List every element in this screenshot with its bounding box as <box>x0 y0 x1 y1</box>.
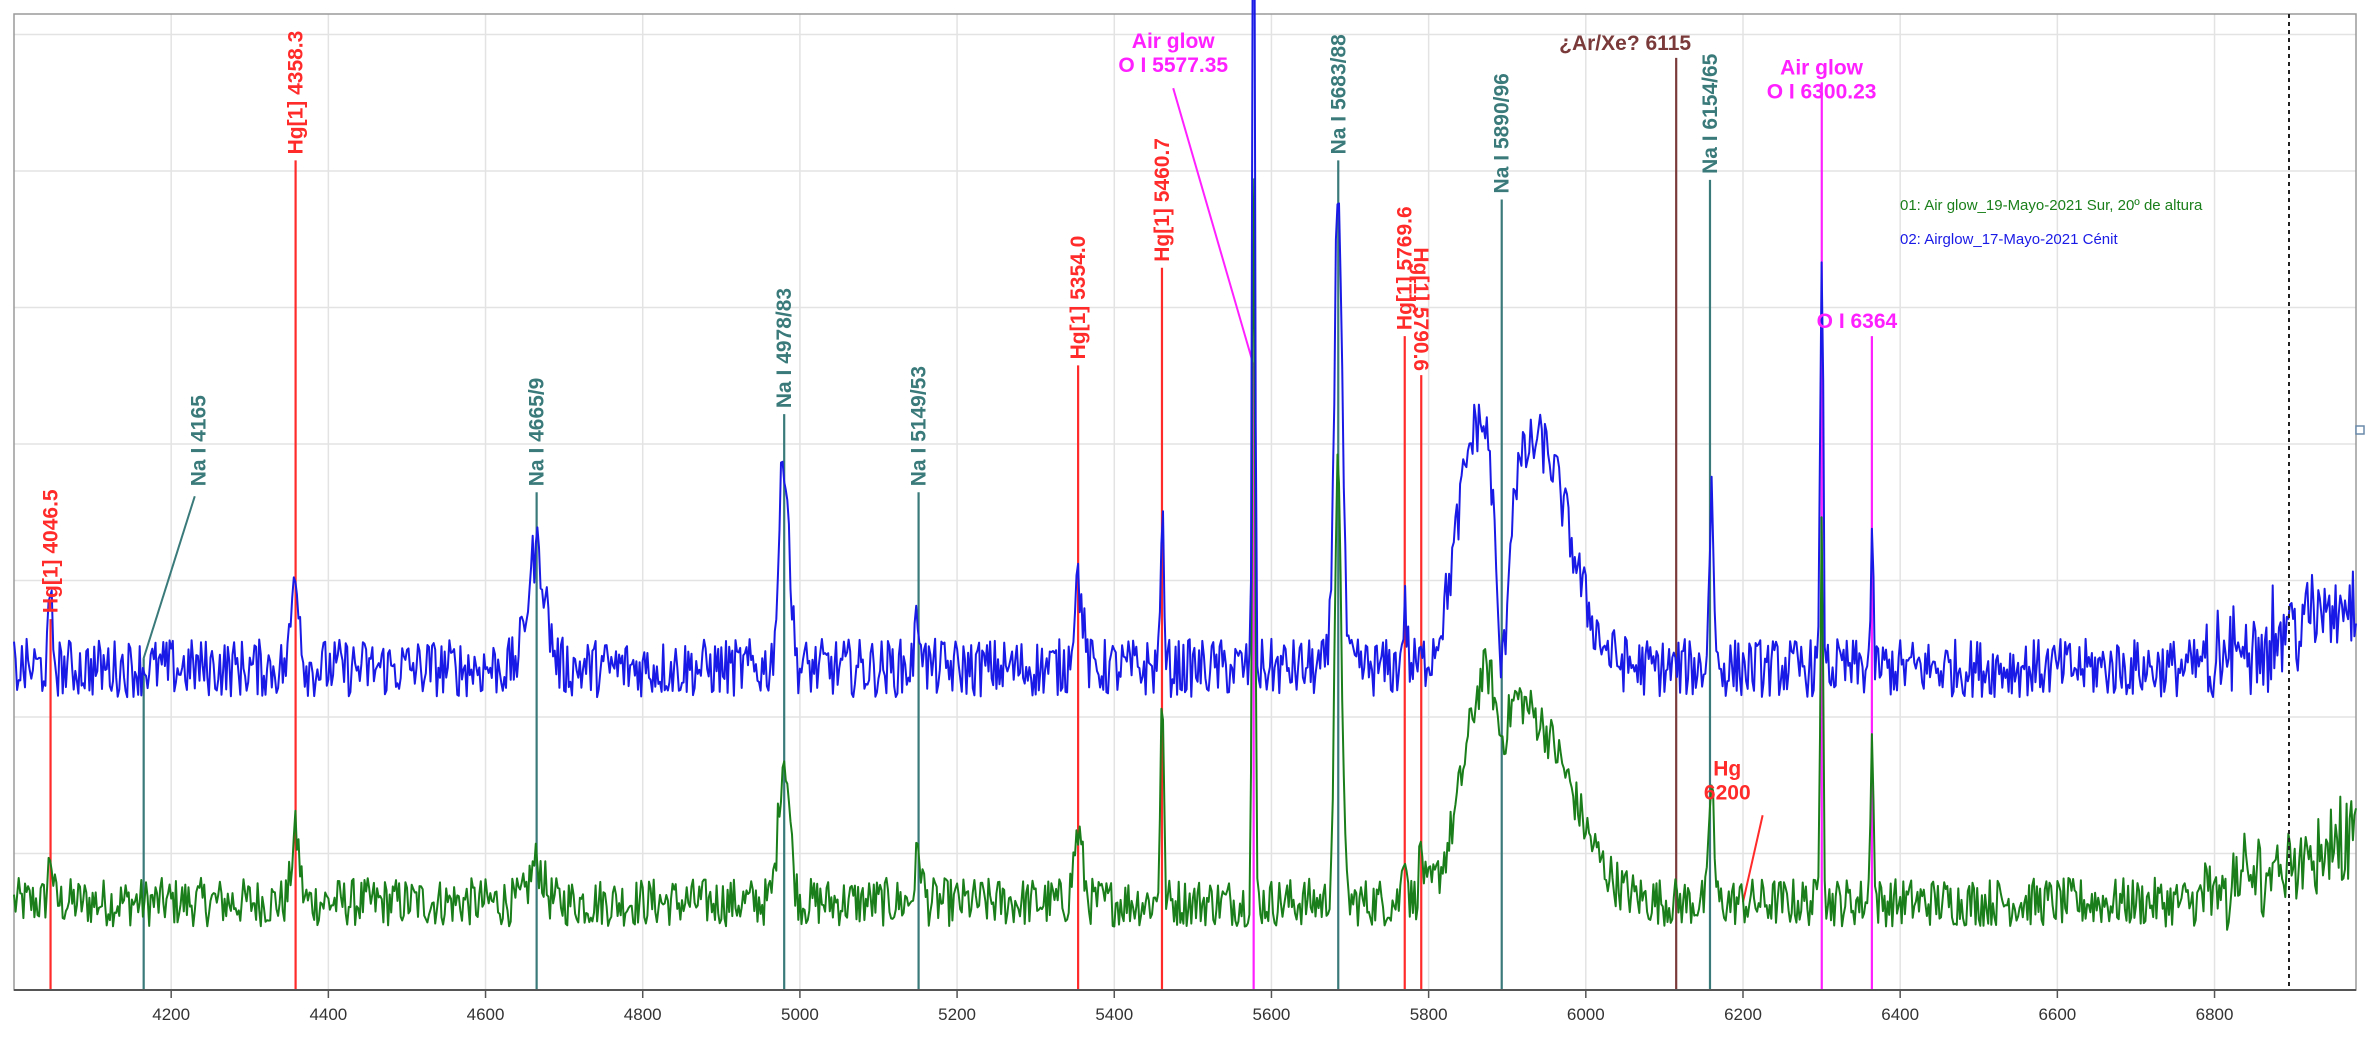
marker-leader <box>1742 815 1764 903</box>
legend-entry: 02: Airglow_17-Mayo-2021 Cénit <box>1900 231 2118 248</box>
grid <box>13 13 2357 991</box>
series-line <box>13 0 2357 699</box>
marker-label: Hg[1] 5354.0 <box>1067 236 1090 360</box>
x-tick-label: 5200 <box>938 1005 976 1024</box>
x-tick-label: 4400 <box>309 1005 347 1024</box>
marker-label: Na I 4665/9 <box>526 378 549 487</box>
marker-label: ¿Ar/Xe? 6115 <box>1559 32 1691 55</box>
x-tick-label: 5600 <box>1253 1005 1291 1024</box>
x-tick-label: 6800 <box>2196 1005 2234 1024</box>
x-tick-label: 5800 <box>1410 1005 1448 1024</box>
x-tick-label: 4800 <box>624 1005 662 1024</box>
x-tick-label: 6600 <box>2038 1005 2076 1024</box>
marker-label: Hg[1] 5460.7 <box>1151 138 1174 262</box>
marker-label: Na I 5890/96 <box>1491 73 1514 193</box>
marker-label: Air glow <box>1132 30 1215 53</box>
x-tick-label: 4200 <box>152 1005 190 1024</box>
marker-label: Hg[1] 5769.6 <box>1394 206 1417 330</box>
series-lines <box>13 0 2357 931</box>
marker-label-line2: O I 5577.35 <box>1118 54 1228 77</box>
legend-entry: 01: Air glow_19-Mayo-2021 Sur, 20º de al… <box>1900 197 2203 214</box>
marker-label: Hg[1] 5790.6 <box>1409 247 1432 371</box>
line-markers <box>49 57 1873 990</box>
x-tick-label: 6000 <box>1567 1005 1605 1024</box>
x-tick-label: 5400 <box>1095 1005 1133 1024</box>
marker-label-line2: 6200 <box>1704 781 1751 804</box>
marker-label: Na I 5149/53 <box>908 366 931 486</box>
x-tick-label: 5000 <box>781 1005 819 1024</box>
marker-label: Na I 4165 <box>188 395 211 486</box>
marker-label: Na I 5683/88 <box>1327 34 1350 155</box>
marker-label: Na I 4978/83 <box>773 288 796 408</box>
marker-label: Hg[1] 4046.5 <box>40 489 63 613</box>
marker-label: Air glow <box>1780 56 1863 79</box>
x-tick-label: 6400 <box>1881 1005 1919 1024</box>
marker-leader <box>1172 87 1255 366</box>
x-tick-label: 6200 <box>1724 1005 1762 1024</box>
x-tick-label: 4600 <box>467 1005 505 1024</box>
marker-leader <box>142 495 196 659</box>
marker-label: O I 6364 <box>1817 310 1898 333</box>
marker-label: Hg[1] 4358.3 <box>285 31 308 155</box>
marker-label-line2: O I 6300.23 <box>1767 80 1877 103</box>
marker-label: Na I 6154/65 <box>1699 53 1722 174</box>
line-marker-labels: Hg[1] 4046.5 Hg[1] 4358.3 Na I 4165 Na I 46… <box>40 30 1898 804</box>
resize-handle[interactable] <box>2355 425 2365 435</box>
x-axis: 4200 4400 4600 4800 5000 5200 5400 5600 5800 6000… <box>14 989 2356 1024</box>
series-line <box>13 178 2357 931</box>
marker-label: Hg <box>1713 757 1741 780</box>
legend: 01: Air glow_19-Mayo-2021 Sur, 20º de al… <box>1900 197 2203 248</box>
